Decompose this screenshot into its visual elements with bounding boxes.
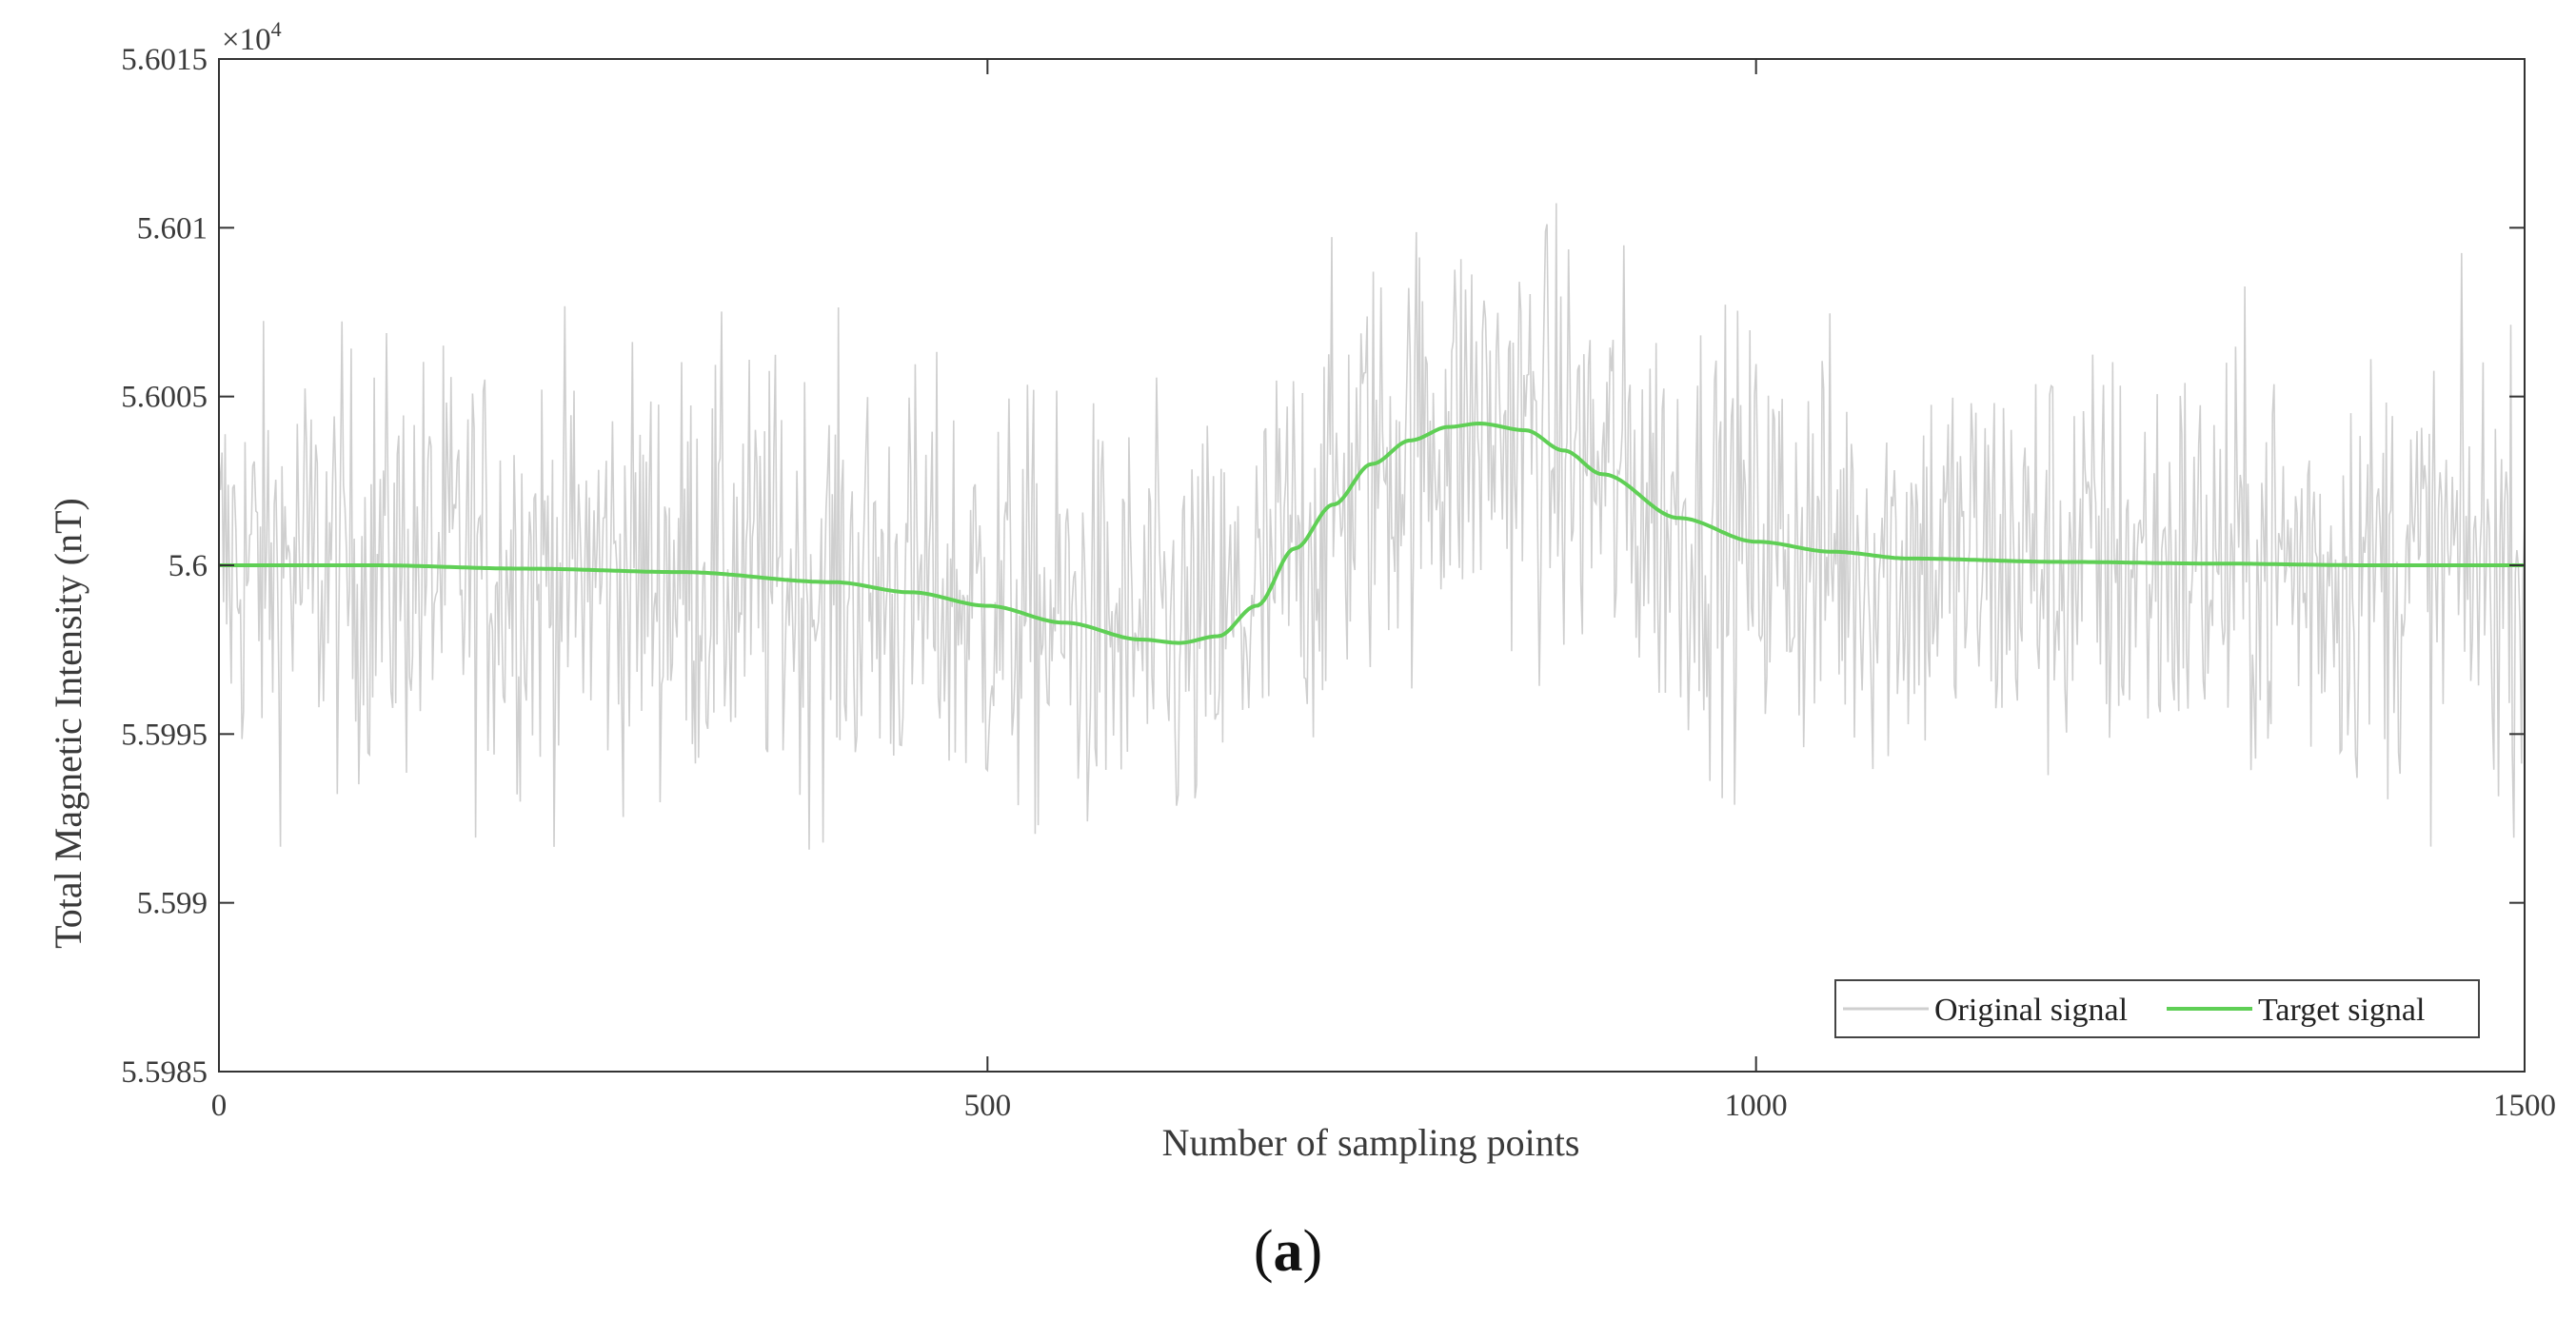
figure-caption: (a) xyxy=(0,1218,2576,1286)
caption-open: ( xyxy=(1253,1219,1274,1284)
original-signal-series xyxy=(218,203,2526,850)
y-tick-label: 5.599 xyxy=(137,887,208,921)
y-exponent-power: 4 xyxy=(271,17,282,41)
ticks: 0 500 1000 1500 5.5985 5.599 5.5995 5.6 5.6005 5.… xyxy=(121,43,2556,1123)
y-exponent-label: ×104 xyxy=(222,17,282,57)
target-signal-series xyxy=(219,421,2525,645)
x-axis-label: Number of sampling points xyxy=(1162,1121,1580,1164)
caption-close: ) xyxy=(1302,1219,1323,1284)
original-signal-line xyxy=(218,203,2526,850)
caption-letter: a xyxy=(1273,1219,1303,1284)
y-tick-label: 5.5985 xyxy=(121,1055,208,1090)
y-tick-label: 5.6005 xyxy=(121,381,208,415)
y-tick-label: 5.601 xyxy=(137,211,208,246)
legend-box xyxy=(1834,979,2480,1038)
y-tick-label: 5.5995 xyxy=(121,718,208,752)
x-tick-label: 1500 xyxy=(2493,1089,2556,1123)
legend-label-target: Target signal xyxy=(2258,993,2425,1028)
x-tick-label: 0 xyxy=(211,1089,228,1123)
legend-label-original: Original signal xyxy=(1934,993,2128,1028)
y-tick-label: 5.6015 xyxy=(121,43,208,77)
x-tick-label: 500 xyxy=(964,1089,1012,1123)
legend: Original signal Target signal xyxy=(1834,979,2480,1038)
y-exponent-base: ×10 xyxy=(222,23,271,57)
y-tick-label: 5.6 xyxy=(168,549,208,583)
x-tick-label: 1000 xyxy=(1725,1089,1788,1123)
y-axis-label: Total Magnetic Intensity (nT) xyxy=(47,498,89,949)
target-signal-line xyxy=(219,421,2525,645)
